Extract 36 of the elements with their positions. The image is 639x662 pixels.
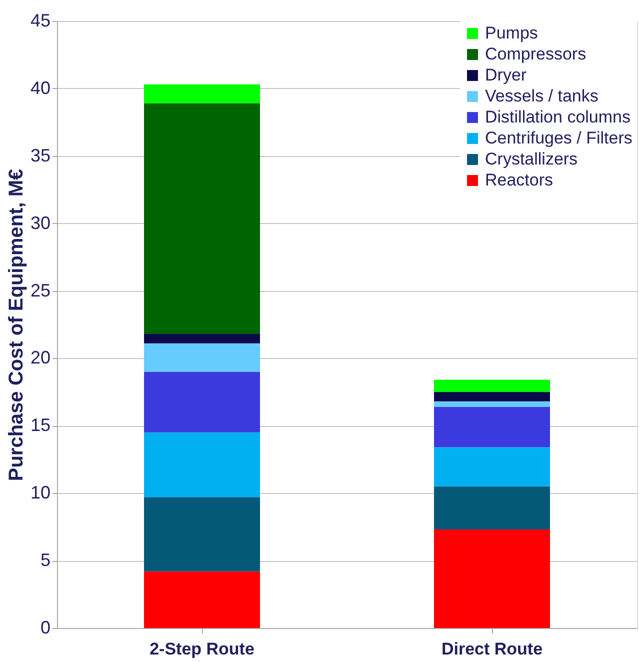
legend-label: Compressors (485, 44, 586, 64)
legend-label: Pumps (485, 24, 538, 42)
legend-label: Vessels / tanks (485, 86, 598, 106)
legend-label: Reactors (485, 170, 554, 190)
legend-label: Centrifuges / Filters (485, 128, 632, 148)
y-tick-label: 35 (30, 145, 50, 166)
x-tick-label: Direct Route (441, 640, 543, 658)
bar (144, 372, 260, 432)
y-tick-label: 30 (30, 212, 50, 233)
y-tick-label: 20 (30, 348, 50, 368)
y-tick-label: 15 (30, 415, 50, 436)
bar (144, 84, 260, 104)
x-tick-label: 2-Step Route (150, 640, 254, 658)
bar (144, 334, 260, 344)
bar (434, 392, 550, 402)
bar (144, 497, 260, 572)
bar (434, 380, 550, 392)
bar (434, 406, 550, 448)
legend-label: Distillation columns (485, 108, 630, 126)
y-tick-label: 45 (30, 10, 50, 30)
bar (434, 447, 550, 486)
y-tick-label: 40 (30, 78, 50, 98)
bar (144, 571, 260, 628)
y-tick-label: 25 (30, 280, 50, 300)
bar (434, 530, 550, 628)
legend-label: Crystallizers (485, 150, 578, 168)
bar (144, 343, 260, 372)
y-tick-label: 5 (40, 550, 50, 570)
bar (144, 432, 260, 498)
y-tick-label: 0 (40, 618, 50, 638)
y-axis-title: Purchase Cost of Equipment, M€ (5, 168, 28, 482)
y-tick-label: 10 (30, 482, 50, 503)
legend-label: Dryer (485, 66, 527, 84)
bar (434, 401, 550, 407)
bar (434, 486, 550, 530)
bar (144, 103, 260, 334)
